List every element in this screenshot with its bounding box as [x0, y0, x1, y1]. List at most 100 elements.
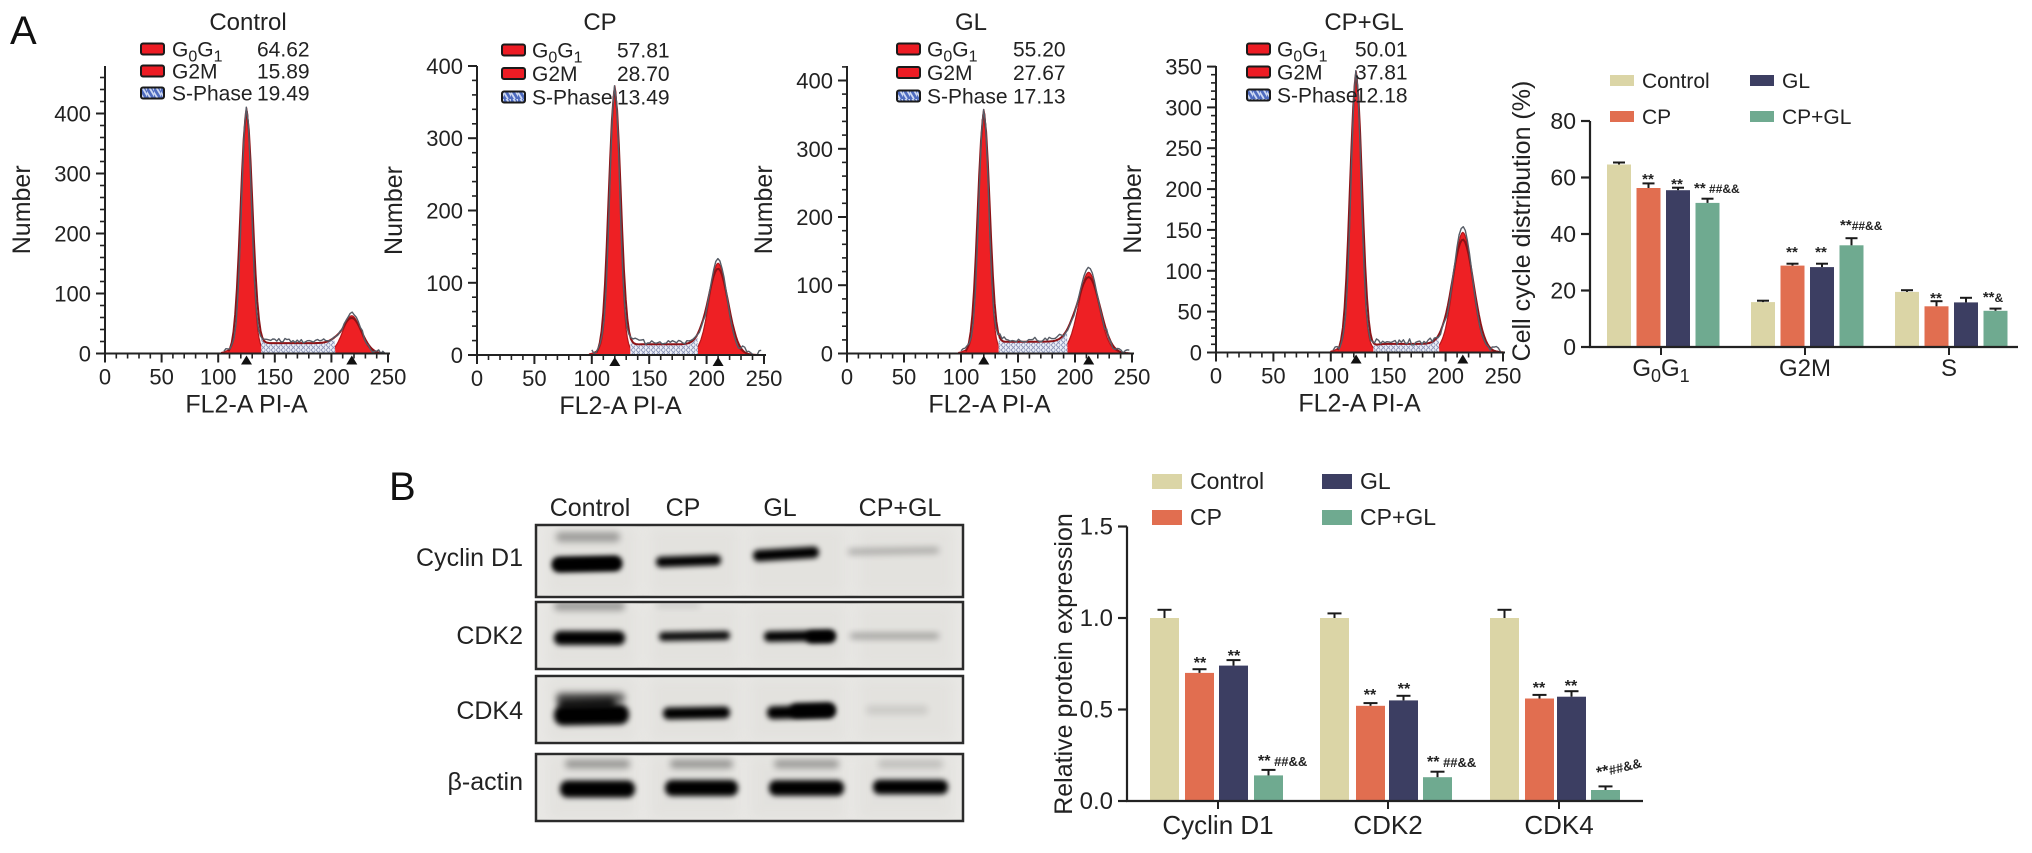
svg-text:GL: GL	[955, 9, 987, 36]
svg-text:100: 100	[573, 366, 610, 391]
svg-text:150: 150	[631, 366, 668, 391]
svg-text:19.49: 19.49	[257, 83, 310, 106]
svg-text:0.5: 0.5	[1080, 697, 1113, 724]
svg-text:Number: Number	[1119, 165, 1147, 254]
svg-text:300: 300	[54, 162, 91, 187]
svg-text:150: 150	[1000, 365, 1037, 390]
svg-text:0: 0	[1190, 341, 1202, 366]
svg-text:β-actin: β-actin	[447, 768, 523, 796]
svg-text:FL2-A PI-A: FL2-A PI-A	[1298, 390, 1421, 418]
svg-text:G0G1: G0G1	[1277, 39, 1328, 66]
svg-text:1.5: 1.5	[1080, 514, 1113, 541]
svg-text:250: 250	[746, 366, 783, 391]
svg-text:0.0: 0.0	[1080, 788, 1113, 815]
svg-text:CP+GL: CP+GL	[1360, 504, 1436, 530]
svg-text:80: 80	[1550, 108, 1576, 134]
svg-text:55.20: 55.20	[1013, 39, 1066, 62]
svg-text:40: 40	[1550, 221, 1576, 247]
svg-text:Number: Number	[380, 166, 408, 255]
svg-text:** ##&&: ** ##&&	[1694, 180, 1740, 197]
svg-text:S-Phase: S-Phase	[532, 87, 613, 110]
svg-text:0: 0	[1210, 364, 1222, 389]
svg-text:12.18: 12.18	[1355, 85, 1408, 108]
svg-text:S-Phase: S-Phase	[927, 86, 1008, 109]
svg-text:G2M: G2M	[172, 61, 218, 84]
svg-text:300: 300	[1165, 95, 1202, 120]
svg-text:0: 0	[451, 343, 463, 368]
svg-text:B: B	[389, 465, 416, 509]
svg-text:50: 50	[1178, 300, 1202, 325]
svg-text:100: 100	[943, 365, 980, 390]
svg-text:**: **	[1364, 687, 1377, 704]
svg-text:200: 200	[1165, 177, 1202, 202]
svg-text:GL: GL	[1782, 70, 1810, 93]
svg-text:400: 400	[796, 69, 833, 94]
svg-text:100: 100	[426, 271, 463, 296]
svg-text:Number: Number	[750, 165, 778, 254]
svg-text:250: 250	[1485, 364, 1522, 389]
svg-text:0: 0	[99, 365, 111, 390]
svg-text:50: 50	[892, 365, 916, 390]
svg-text:100: 100	[1165, 259, 1202, 284]
svg-text:0: 0	[821, 342, 833, 367]
svg-text:CP+GL: CP+GL	[1782, 106, 1851, 129]
svg-text:**: **	[1786, 244, 1798, 261]
svg-text:Control: Control	[209, 9, 286, 36]
svg-text:**: **	[1671, 176, 1683, 193]
svg-text:S: S	[1941, 355, 1957, 382]
svg-text:GL: GL	[1360, 468, 1391, 494]
svg-text:Relative protein expression: Relative protein expression	[1050, 513, 1078, 815]
svg-text:CP: CP	[583, 9, 616, 36]
svg-text:0: 0	[1563, 334, 1576, 360]
svg-text:300: 300	[426, 126, 463, 151]
svg-text:CP: CP	[1190, 504, 1222, 530]
svg-text:250: 250	[1114, 365, 1151, 390]
svg-text:G2M: G2M	[532, 63, 578, 86]
svg-text:Cyclin D1: Cyclin D1	[1162, 810, 1273, 840]
svg-text:Control: Control	[550, 494, 631, 522]
svg-text:Cyclin D1: Cyclin D1	[416, 544, 523, 572]
svg-text:Number: Number	[8, 165, 36, 254]
svg-text:0: 0	[841, 365, 853, 390]
svg-text:FL2-A PI-A: FL2-A PI-A	[185, 391, 308, 419]
svg-text:1.0: 1.0	[1080, 605, 1113, 632]
svg-text:G0G1: G0G1	[1632, 355, 1689, 386]
svg-text:150: 150	[256, 365, 293, 390]
svg-text:50: 50	[149, 365, 173, 390]
svg-text:50: 50	[1261, 364, 1285, 389]
svg-text:** ##&&: ** ##&&	[1427, 754, 1476, 771]
svg-text:CDK2: CDK2	[1353, 810, 1422, 840]
svg-text:**##&&: **##&&	[1840, 217, 1883, 234]
svg-text:150: 150	[1370, 364, 1407, 389]
svg-text:60: 60	[1550, 165, 1576, 191]
svg-text:**: **	[1398, 681, 1411, 698]
svg-text:CDK2: CDK2	[456, 622, 523, 650]
svg-text:27.67: 27.67	[1013, 62, 1066, 85]
svg-text:**: **	[1815, 244, 1827, 261]
svg-text:A: A	[10, 9, 37, 53]
svg-text:G2M: G2M	[1277, 62, 1323, 85]
svg-text:**: **	[1194, 655, 1207, 672]
svg-text:300: 300	[796, 137, 833, 162]
svg-text:200: 200	[796, 205, 833, 230]
svg-text:Control: Control	[1190, 468, 1264, 494]
svg-text:**: **	[1642, 171, 1654, 188]
svg-text:200: 200	[688, 366, 725, 391]
svg-text:15.89: 15.89	[257, 61, 310, 84]
svg-text:250: 250	[370, 365, 407, 390]
svg-text:200: 200	[1427, 364, 1464, 389]
svg-text:28.70: 28.70	[617, 63, 670, 86]
svg-text:**: **	[1228, 648, 1241, 665]
svg-text:200: 200	[313, 365, 350, 390]
svg-text:0: 0	[79, 342, 91, 367]
svg-text:**&: **&	[1983, 289, 2004, 306]
svg-text:200: 200	[54, 222, 91, 247]
svg-text:CP: CP	[666, 494, 701, 522]
svg-text:100: 100	[1312, 364, 1349, 389]
svg-text:** ##&&: ** ##&&	[1258, 753, 1307, 770]
svg-text:400: 400	[54, 102, 91, 127]
svg-text:100: 100	[54, 282, 91, 307]
svg-text:Cell cycle distribution (%): Cell cycle distribution (%)	[1508, 81, 1536, 362]
svg-text:50: 50	[522, 366, 546, 391]
svg-text:CDK4: CDK4	[456, 697, 523, 725]
